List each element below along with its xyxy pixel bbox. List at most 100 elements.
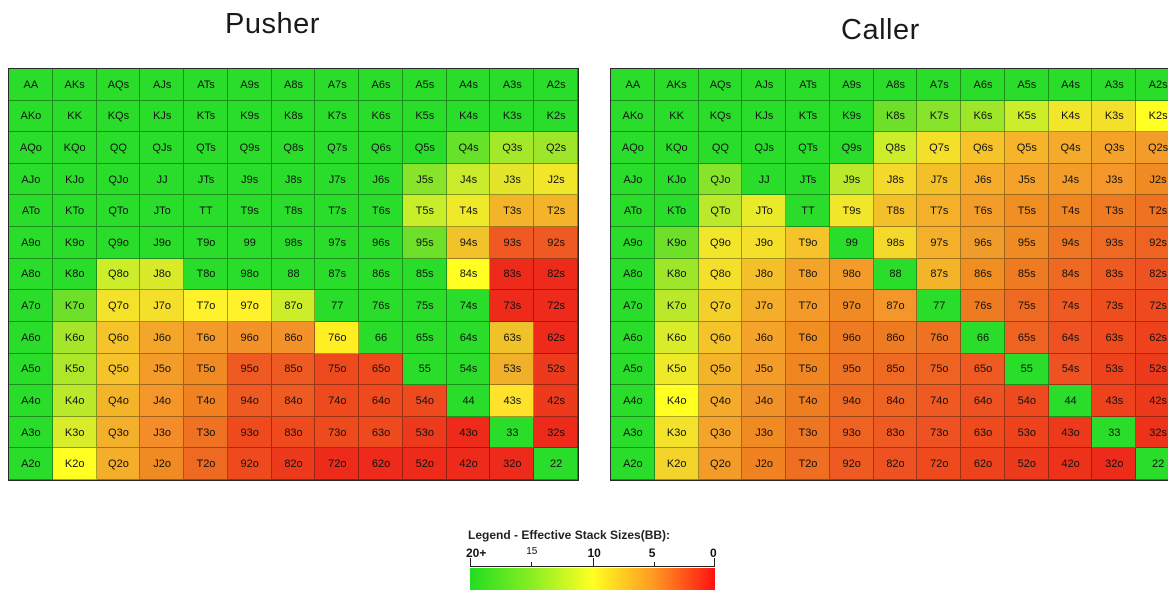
pusher-hand-cell: 97s [315, 227, 360, 259]
pusher-hand-cell: A5s [402, 69, 447, 101]
legend-tick-mark [592, 558, 594, 567]
caller-hand-cell: Q6s [961, 132, 1005, 164]
pusher-hand-cell: 62o [359, 448, 403, 480]
pusher-hand-cell: J5o [140, 353, 185, 386]
pusher-hand-cell: 96o [227, 321, 272, 354]
pusher-hand-cell: K6s [359, 100, 403, 133]
caller-hand-cell: KTs [786, 100, 830, 133]
pusher-hand-cell: 64o [359, 385, 403, 417]
legend-tick-mark [531, 562, 533, 567]
caller-hand-cell: A9s [829, 69, 874, 101]
caller-hand-cell: K2o [654, 448, 699, 480]
caller-hand-cell: Q4o [698, 385, 743, 417]
caller-hand-cell: K7s [917, 100, 962, 133]
caller-hand-cell: 98s [873, 227, 918, 259]
caller-hand-cell: T3s [1092, 195, 1137, 228]
pusher-hand-cell: K4o [52, 385, 97, 417]
caller-hand-cell: 85o [873, 353, 918, 386]
caller-hand-cell: 52s [1136, 353, 1168, 386]
caller-hand-cell: 66 [961, 321, 1005, 354]
caller-hand-cell: 64o [961, 385, 1005, 417]
pusher-hand-cell: T7s [315, 195, 360, 228]
pusher-hand-cell: A7s [315, 69, 360, 101]
pusher-hand-cell: 32s [534, 416, 578, 449]
caller-hand-cell: T6s [961, 195, 1005, 228]
legend-tick-label: 0 [710, 546, 717, 560]
caller-hand-cell: 75o [917, 353, 962, 386]
pusher-hand-cell: T8s [271, 195, 316, 228]
pusher-hand-cell: T3o [184, 416, 228, 449]
caller-hand-cell: A3o [611, 416, 655, 449]
caller-hand-cell: K9s [829, 100, 874, 133]
caller-hand-cell: KK [654, 100, 699, 133]
caller-hand-cell: T8o [786, 258, 830, 291]
pusher-hand-cell: 52s [534, 353, 578, 386]
caller-hand-cell: 52o [1004, 448, 1049, 480]
pusher-hand-cell: 82s [534, 258, 578, 291]
pusher-hand-cell: QJo [96, 163, 141, 196]
pusher-hand-cell: Q5s [402, 132, 447, 164]
pusher-hand-cell: T4o [184, 385, 228, 417]
caller-hand-cell: J9o [742, 227, 787, 259]
pusher-hand-cell: 63s [490, 321, 535, 354]
caller-hand-cell: J4s [1048, 163, 1093, 196]
caller-hand-cell: T4o [786, 385, 830, 417]
caller-hand-cell: Q6o [698, 321, 743, 354]
pusher-hand-cell: K3o [52, 416, 97, 449]
pusher-hand-cell: J9s [227, 163, 272, 196]
caller-hand-cell: 83s [1092, 258, 1137, 291]
caller-hand-cell: 72s [1136, 290, 1168, 322]
pusher-hand-cell: 65s [402, 321, 447, 354]
pusher-hand-cell: ATo [9, 195, 53, 228]
pusher-range-grid: AA AKs AQs AJs ATs A9s A8s A7s A6s A5s A4s A3s A2s AK… [8, 68, 579, 481]
caller-hand-cell: 87s [917, 258, 962, 291]
pusher-hand-cell: J7o [140, 290, 185, 322]
caller-hand-cell: 87o [873, 290, 918, 322]
caller-hand-cell: QTo [698, 195, 743, 228]
pusher-title: Pusher [225, 8, 320, 40]
caller-hand-cell: Q9s [829, 132, 874, 164]
pusher-hand-cell: T6s [359, 195, 403, 228]
pusher-hand-cell: J6o [140, 321, 185, 354]
pusher-hand-cell: K2s [534, 100, 578, 133]
caller-hand-cell: Q3s [1092, 132, 1137, 164]
caller-hand-cell: 88 [873, 258, 918, 291]
pusher-hand-cell: 97o [227, 290, 272, 322]
pusher-hand-cell: 86o [271, 321, 316, 354]
caller-hand-cell: 42s [1136, 385, 1168, 417]
caller-hand-cell: K6o [654, 321, 699, 354]
pusher-hand-cell: 52o [402, 448, 447, 480]
caller-hand-cell: 75s [1004, 290, 1049, 322]
pusher-hand-cell: Q4o [96, 385, 141, 417]
caller-hand-cell: ATs [786, 69, 830, 101]
caller-hand-cell: 94s [1048, 227, 1093, 259]
pusher-hand-cell: 65o [359, 353, 403, 386]
caller-hand-cell: K6s [961, 100, 1005, 133]
pusher-hand-cell: KK [52, 100, 97, 133]
caller-hand-cell: 94o [829, 385, 874, 417]
pusher-hand-cell: J8o [140, 258, 185, 291]
caller-hand-cell: 74s [1048, 290, 1093, 322]
caller-hand-cell: 42o [1048, 448, 1093, 480]
pusher-hand-cell: 84s [446, 258, 491, 291]
caller-hand-cell: QJs [742, 132, 787, 164]
pusher-hand-cell: 98s [271, 227, 316, 259]
pusher-hand-cell: A3s [490, 69, 535, 101]
pusher-hand-cell: K5s [402, 100, 447, 133]
pusher-hand-cell: 85s [402, 258, 447, 291]
caller-hand-cell: 96o [829, 321, 874, 354]
caller-hand-cell: A5o [611, 353, 655, 386]
pusher-hand-cell: QQ [96, 132, 141, 164]
pusher-hand-cell: QJs [140, 132, 185, 164]
caller-hand-cell: KJo [654, 163, 699, 196]
pusher-hand-cell: A2o [9, 448, 53, 480]
pusher-hand-cell: A9s [227, 69, 272, 101]
pusher-hand-cell: AA [9, 69, 53, 101]
pusher-hand-cell: 43o [446, 416, 491, 449]
pusher-hand-cell: T4s [446, 195, 491, 228]
caller-hand-cell: J8s [873, 163, 918, 196]
pusher-hand-cell: T5s [402, 195, 447, 228]
pusher-hand-cell: 75o [315, 353, 360, 386]
pusher-hand-cell: T6o [184, 321, 228, 354]
pusher-hand-cell: KQo [52, 132, 97, 164]
